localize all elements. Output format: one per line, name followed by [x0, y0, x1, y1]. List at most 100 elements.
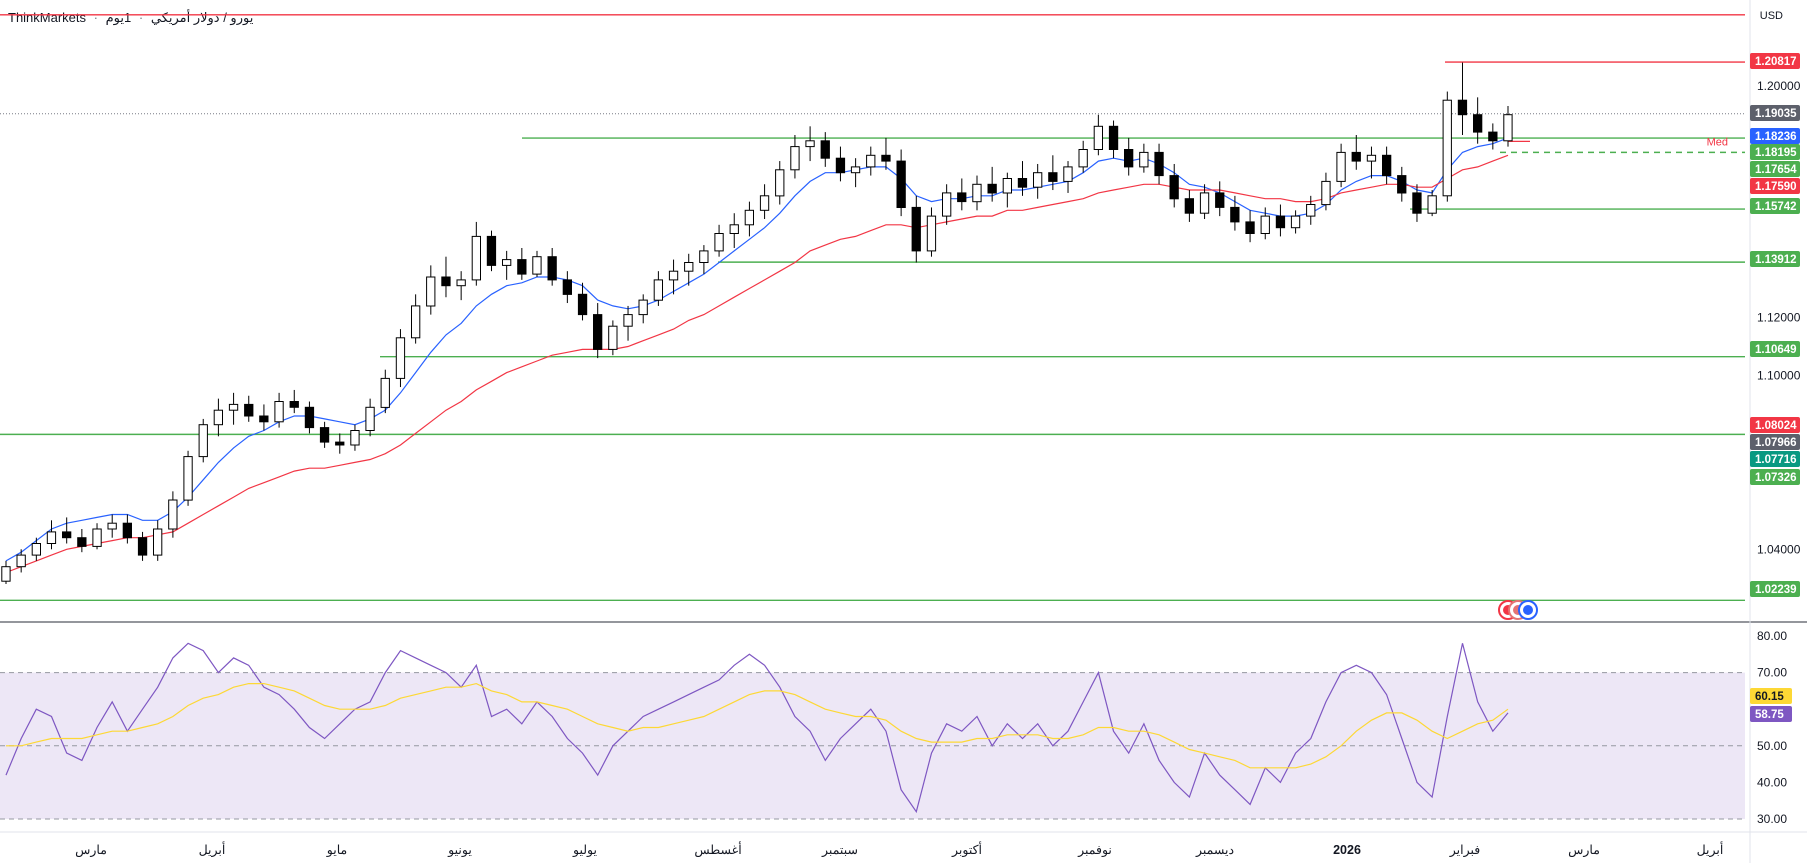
candle[interactable]	[1260, 207, 1270, 240]
candle[interactable]	[790, 135, 800, 179]
candle[interactable]	[319, 421, 330, 448]
candle[interactable]	[1230, 195, 1240, 231]
candle[interactable]	[274, 392, 284, 428]
candle[interactable]	[16, 549, 26, 573]
candle[interactable]	[653, 271, 664, 306]
candle[interactable]	[668, 259, 679, 295]
candle[interactable]	[1366, 146, 1377, 179]
candle[interactable]	[1488, 123, 1498, 150]
price-badge[interactable]: 1.07716	[1750, 451, 1800, 467]
candle[interactable]	[699, 245, 709, 275]
candle[interactable]	[1427, 190, 1437, 217]
candle[interactable]	[744, 201, 755, 237]
candle[interactable]	[259, 404, 269, 431]
candle[interactable]	[1017, 161, 1028, 196]
price-badge[interactable]: 1.17590	[1750, 178, 1800, 194]
candle[interactable]	[1078, 140, 1088, 173]
candle[interactable]	[850, 158, 861, 188]
candle[interactable]	[1215, 181, 1225, 217]
candle[interactable]	[395, 329, 406, 388]
candle[interactable]	[972, 175, 982, 211]
candle[interactable]	[486, 230, 497, 272]
candle[interactable]	[411, 294, 421, 344]
candle[interactable]	[866, 146, 876, 176]
candle[interactable]	[304, 401, 315, 434]
candle[interactable]	[835, 146, 846, 182]
candle[interactable]	[1048, 155, 1058, 191]
price-badge[interactable]: 1.18236	[1750, 128, 1800, 144]
candle[interactable]	[1382, 146, 1392, 185]
candle[interactable]	[244, 395, 254, 422]
candle[interactable]	[365, 398, 375, 437]
candle[interactable]	[1184, 190, 1194, 222]
candle[interactable]	[1124, 137, 1134, 176]
candle[interactable]	[456, 271, 466, 301]
candle[interactable]	[31, 537, 42, 561]
candle[interactable]	[623, 305, 633, 341]
price-badge[interactable]: 1.18195	[1750, 144, 1800, 160]
candle[interactable]	[228, 392, 239, 425]
candle[interactable]	[1199, 184, 1210, 220]
candle[interactable]	[805, 126, 815, 162]
price-badge[interactable]: 1.20817	[1750, 53, 1800, 69]
candle[interactable]	[1336, 143, 1346, 188]
candle[interactable]	[92, 523, 102, 550]
candle[interactable]	[638, 294, 648, 324]
candle[interactable]	[137, 531, 148, 561]
price-badge[interactable]: 1.19035	[1750, 105, 1800, 121]
candle[interactable]	[775, 161, 785, 205]
candle[interactable]	[335, 433, 345, 454]
candle[interactable]	[1033, 163, 1043, 199]
candle[interactable]	[1351, 135, 1361, 170]
price-badge[interactable]: 1.13912	[1750, 251, 1800, 267]
economic-events-icon[interactable]	[1498, 600, 1538, 620]
candle[interactable]	[1108, 120, 1119, 159]
rsi-badge[interactable]: 60.15	[1750, 688, 1792, 704]
candle[interactable]	[881, 137, 891, 170]
candle[interactable]	[714, 224, 724, 257]
candle[interactable]	[213, 398, 223, 437]
price-badge[interactable]: 1.08024	[1750, 417, 1800, 433]
candle[interactable]	[593, 303, 603, 359]
candle[interactable]	[198, 418, 208, 463]
candle[interactable]	[926, 207, 937, 257]
candle[interactable]	[350, 424, 360, 451]
candle[interactable]	[1245, 210, 1255, 243]
price-badge[interactable]: 1.02239	[1750, 581, 1800, 597]
candle[interactable]	[107, 514, 117, 538]
candle[interactable]	[562, 271, 573, 304]
rsi-badge[interactable]: 58.75	[1750, 706, 1792, 722]
candle[interactable]	[502, 250, 512, 280]
candle[interactable]	[942, 184, 952, 225]
price-badge[interactable]: 1.17654	[1750, 161, 1800, 177]
candle[interactable]	[183, 450, 193, 506]
candle[interactable]	[987, 166, 997, 202]
candle[interactable]	[547, 247, 557, 286]
candle[interactable]	[1093, 114, 1103, 156]
price-badge[interactable]: 1.15742	[1750, 198, 1800, 214]
candle[interactable]	[168, 491, 178, 538]
candle[interactable]	[759, 184, 770, 220]
candle[interactable]	[1275, 204, 1286, 237]
candle[interactable]	[608, 320, 618, 356]
candle[interactable]	[153, 520, 163, 561]
candle[interactable]	[517, 247, 527, 280]
candle[interactable]	[729, 213, 739, 248]
axis-unit[interactable]: USD	[1759, 10, 1783, 22]
candle[interactable]	[1, 560, 11, 585]
candle[interactable]	[122, 514, 132, 544]
candle[interactable]	[1473, 97, 1483, 144]
candle[interactable]	[471, 221, 482, 286]
candle[interactable]	[532, 250, 542, 277]
candle[interactable]	[577, 282, 588, 321]
price-badge[interactable]: 1.10649	[1750, 341, 1800, 357]
price-badge[interactable]: 1.07966	[1750, 434, 1800, 450]
candle[interactable]	[896, 149, 906, 217]
candle[interactable]	[1412, 184, 1422, 222]
candle[interactable]	[1290, 210, 1301, 234]
candle[interactable]	[1457, 62, 1468, 136]
candle[interactable]	[820, 132, 830, 167]
candle[interactable]	[441, 256, 451, 298]
candle[interactable]	[1169, 163, 1179, 208]
